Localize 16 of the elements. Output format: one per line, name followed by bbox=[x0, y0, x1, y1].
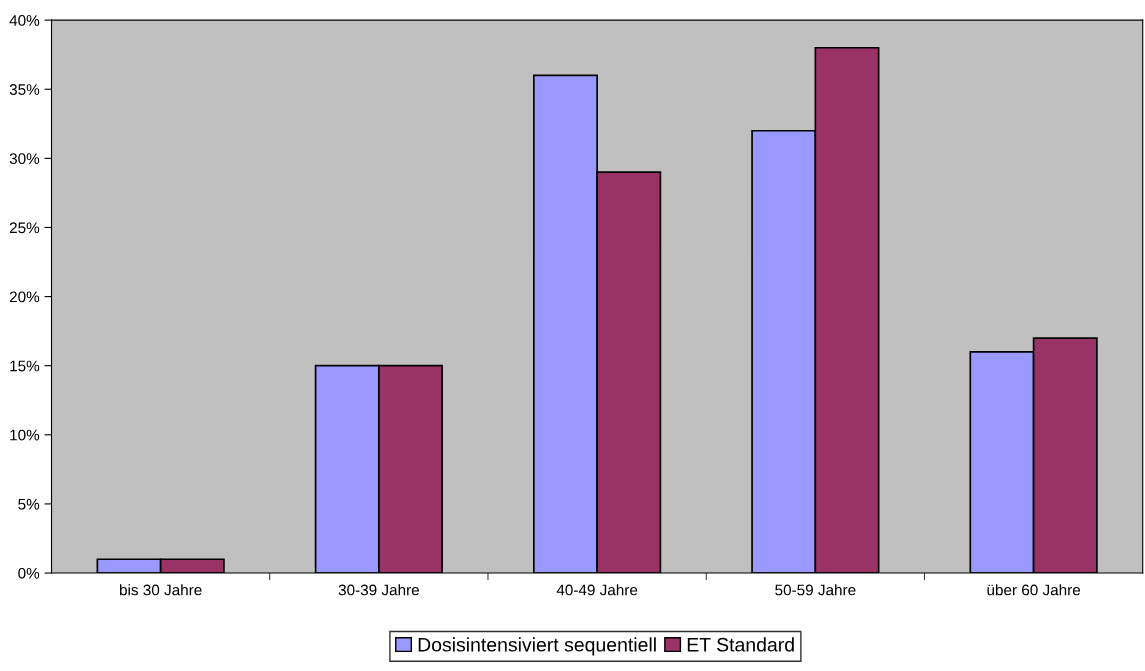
x-tick-label: 30-39 Jahre bbox=[338, 584, 419, 596]
legend-label: Dosisintensiviert sequentiell bbox=[418, 637, 656, 656]
x-tick-label: 40-49 Jahre bbox=[556, 584, 638, 596]
y-tick-label: 30% bbox=[9, 153, 40, 165]
x-tick-label: bis 30 Jahre bbox=[120, 584, 202, 596]
x-tick-label: 50-59 Jahre bbox=[775, 584, 856, 596]
legend-label: ET Standard bbox=[687, 637, 794, 652]
y-tick-label: 25% bbox=[9, 222, 40, 234]
x-tick-label: über 60 Jahre bbox=[987, 584, 1081, 596]
y-tick-label: 0% bbox=[18, 567, 40, 579]
y-tick-label: 10% bbox=[10, 429, 40, 441]
y-tick-label: 15% bbox=[10, 360, 40, 372]
y-tick-label: 40% bbox=[9, 15, 40, 26]
y-tick-label: 5% bbox=[18, 498, 40, 510]
y-tick-label: 20% bbox=[9, 291, 40, 303]
y-tick-label: 35% bbox=[9, 84, 40, 95]
